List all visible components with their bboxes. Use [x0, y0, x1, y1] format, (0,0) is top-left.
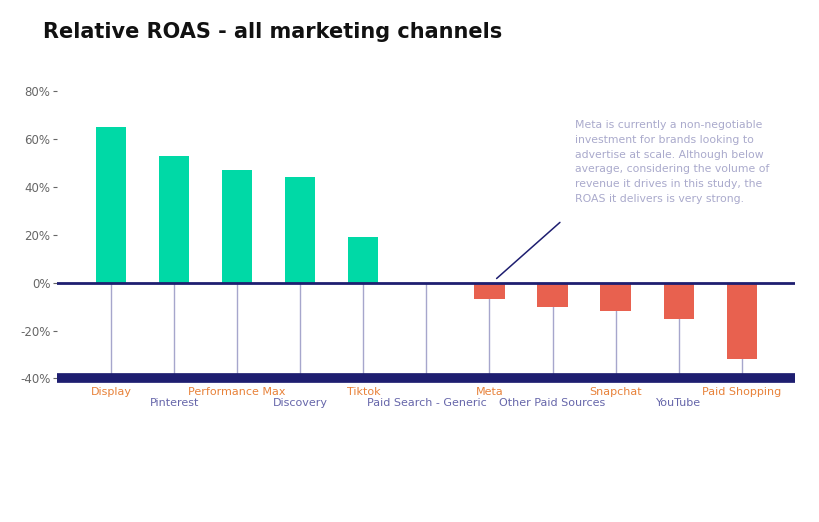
Text: Tiktok: Tiktok: [346, 387, 380, 397]
Bar: [600, 283, 630, 312]
Bar: [663, 283, 693, 318]
Bar: [285, 177, 315, 283]
Bar: [159, 156, 189, 283]
Text: Meta is currently a non-negotiable
investment for brands looking to
advertise at: Meta is currently a non-negotiable inves…: [574, 120, 768, 204]
Bar: [726, 283, 756, 359]
Text: Other Paid Sources: Other Paid Sources: [499, 398, 605, 408]
Text: Meta: Meta: [475, 387, 503, 397]
Text: Paid Shopping: Paid Shopping: [701, 387, 781, 397]
Text: Display: Display: [90, 387, 131, 397]
Bar: [473, 283, 504, 300]
Text: YouTube: YouTube: [655, 398, 700, 408]
Text: Snapchat: Snapchat: [589, 387, 641, 397]
Text: Relative ROAS - all marketing channels: Relative ROAS - all marketing channels: [43, 21, 501, 42]
Bar: [536, 283, 567, 307]
Bar: [222, 170, 252, 283]
Text: Pinterest: Pinterest: [149, 398, 198, 408]
Text: Performance Max: Performance Max: [188, 387, 286, 397]
Bar: [96, 127, 126, 283]
Bar: [348, 238, 378, 283]
Text: Discovery: Discovery: [273, 398, 328, 408]
Text: Paid Search - Generic: Paid Search - Generic: [366, 398, 486, 408]
